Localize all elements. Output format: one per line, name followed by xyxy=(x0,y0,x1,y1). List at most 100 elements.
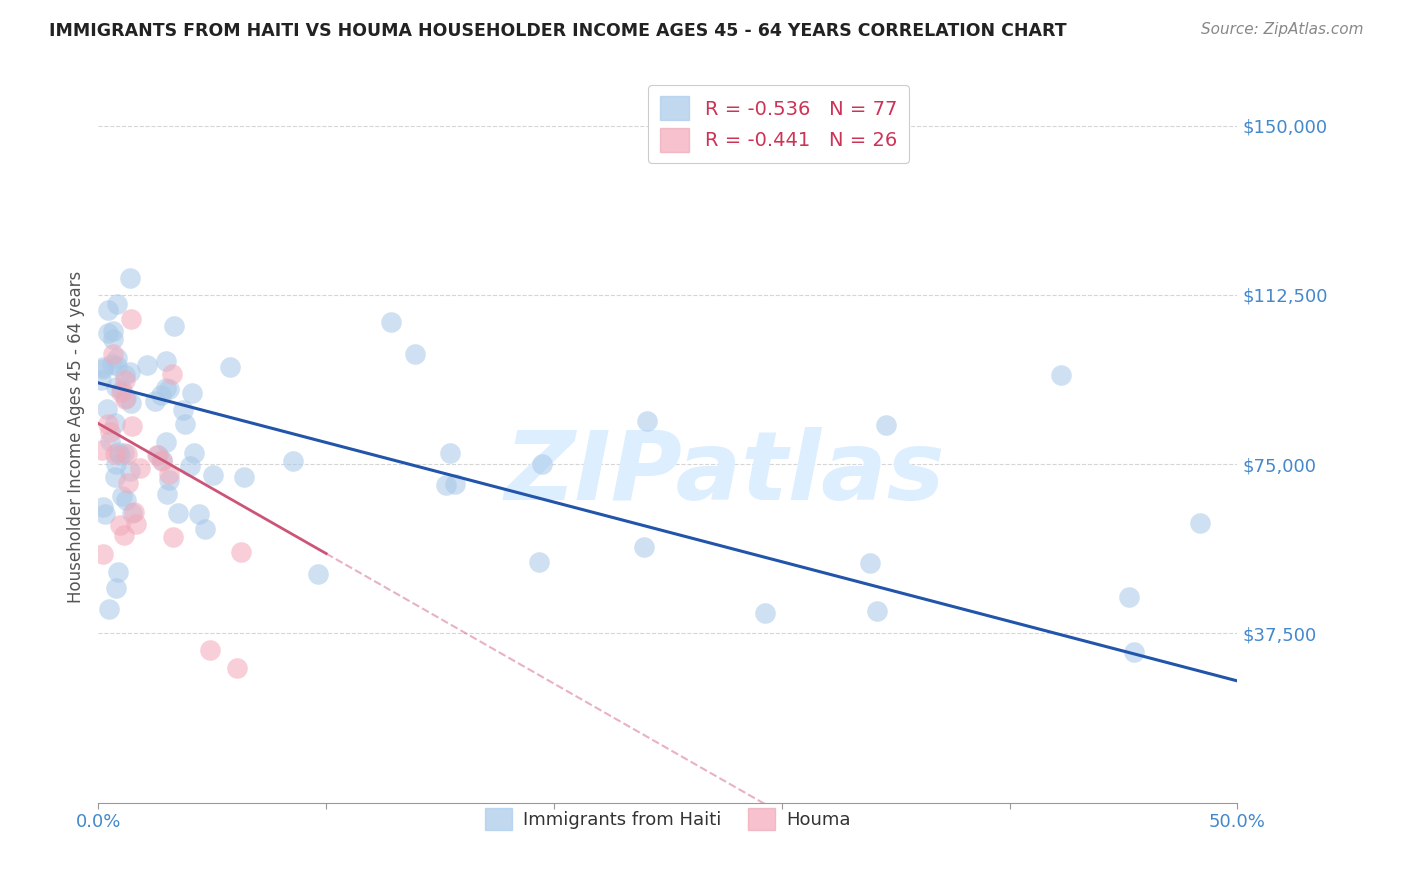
Point xyxy=(111,384,134,398)
Point xyxy=(188,507,211,521)
Point xyxy=(108,448,131,462)
Point xyxy=(104,417,127,431)
Point xyxy=(146,449,169,463)
Point xyxy=(172,403,194,417)
Point xyxy=(149,388,172,402)
Point xyxy=(859,557,882,571)
Point xyxy=(527,555,550,569)
Point xyxy=(108,517,131,532)
Point xyxy=(136,358,159,372)
Point xyxy=(281,454,304,468)
Point xyxy=(110,385,132,400)
Point xyxy=(229,544,252,558)
Point xyxy=(201,468,224,483)
Point xyxy=(1050,368,1073,383)
Point xyxy=(101,332,124,346)
Point xyxy=(125,517,148,532)
Point xyxy=(121,418,143,433)
Point xyxy=(107,566,129,580)
Point xyxy=(1188,516,1211,530)
Text: ZIPatlas: ZIPatlas xyxy=(505,427,945,520)
Point xyxy=(194,522,217,536)
Point xyxy=(180,385,202,400)
Point xyxy=(434,478,457,492)
Point xyxy=(91,547,114,561)
Point xyxy=(94,507,117,521)
Point xyxy=(183,446,205,460)
Point xyxy=(112,446,135,460)
Point xyxy=(112,528,135,542)
Point xyxy=(179,458,201,473)
Point xyxy=(91,361,114,376)
Point xyxy=(117,476,139,491)
Point xyxy=(155,381,177,395)
Point xyxy=(162,530,184,544)
Point xyxy=(114,368,136,383)
Point xyxy=(875,417,897,432)
Point xyxy=(129,461,152,475)
Point xyxy=(150,453,173,467)
Point xyxy=(120,464,142,478)
Point xyxy=(118,365,141,379)
Point xyxy=(404,346,426,360)
Point xyxy=(1118,591,1140,605)
Point xyxy=(637,414,659,428)
Point xyxy=(232,470,254,484)
Point xyxy=(111,489,134,503)
Point xyxy=(105,457,128,471)
Point xyxy=(114,373,136,387)
Point xyxy=(1122,645,1144,659)
Point xyxy=(104,581,127,595)
Point xyxy=(114,493,136,508)
Point xyxy=(115,447,138,461)
Point xyxy=(157,382,180,396)
Point xyxy=(114,392,136,406)
Point xyxy=(307,566,329,581)
Point xyxy=(150,454,173,468)
Text: Source: ZipAtlas.com: Source: ZipAtlas.com xyxy=(1201,22,1364,37)
Point xyxy=(121,312,143,326)
Point xyxy=(105,297,128,311)
Point xyxy=(163,319,186,334)
Point xyxy=(104,380,127,394)
Point xyxy=(219,359,242,374)
Point xyxy=(118,271,141,285)
Point xyxy=(439,446,461,460)
Point xyxy=(198,643,221,657)
Point xyxy=(105,351,128,365)
Point xyxy=(98,602,121,616)
Point xyxy=(98,434,121,448)
Point xyxy=(120,396,142,410)
Point xyxy=(101,357,124,371)
Point xyxy=(633,540,655,554)
Point xyxy=(97,326,120,340)
Point xyxy=(530,457,553,471)
Point xyxy=(226,660,249,674)
Point xyxy=(157,473,180,487)
Point xyxy=(866,604,889,618)
Point xyxy=(155,487,177,501)
Point xyxy=(104,447,127,461)
Point xyxy=(96,401,118,416)
Point xyxy=(98,425,121,439)
Point xyxy=(167,507,190,521)
Point xyxy=(121,506,143,520)
Point xyxy=(155,435,177,450)
Point xyxy=(155,353,177,368)
Point xyxy=(443,477,465,491)
Point xyxy=(97,417,120,432)
Point xyxy=(174,417,197,431)
Point xyxy=(104,470,127,484)
Point xyxy=(96,302,118,317)
Point xyxy=(157,467,180,481)
Point xyxy=(122,505,145,519)
Point xyxy=(91,360,114,375)
Point xyxy=(146,449,169,463)
Legend: Immigrants from Haiti, Houma: Immigrants from Haiti, Houma xyxy=(478,801,858,838)
Point xyxy=(754,607,776,621)
Point xyxy=(90,373,112,387)
Y-axis label: Householder Income Ages 45 - 64 years: Householder Income Ages 45 - 64 years xyxy=(66,271,84,603)
Point xyxy=(90,443,112,458)
Point xyxy=(107,445,129,459)
Point xyxy=(115,391,138,405)
